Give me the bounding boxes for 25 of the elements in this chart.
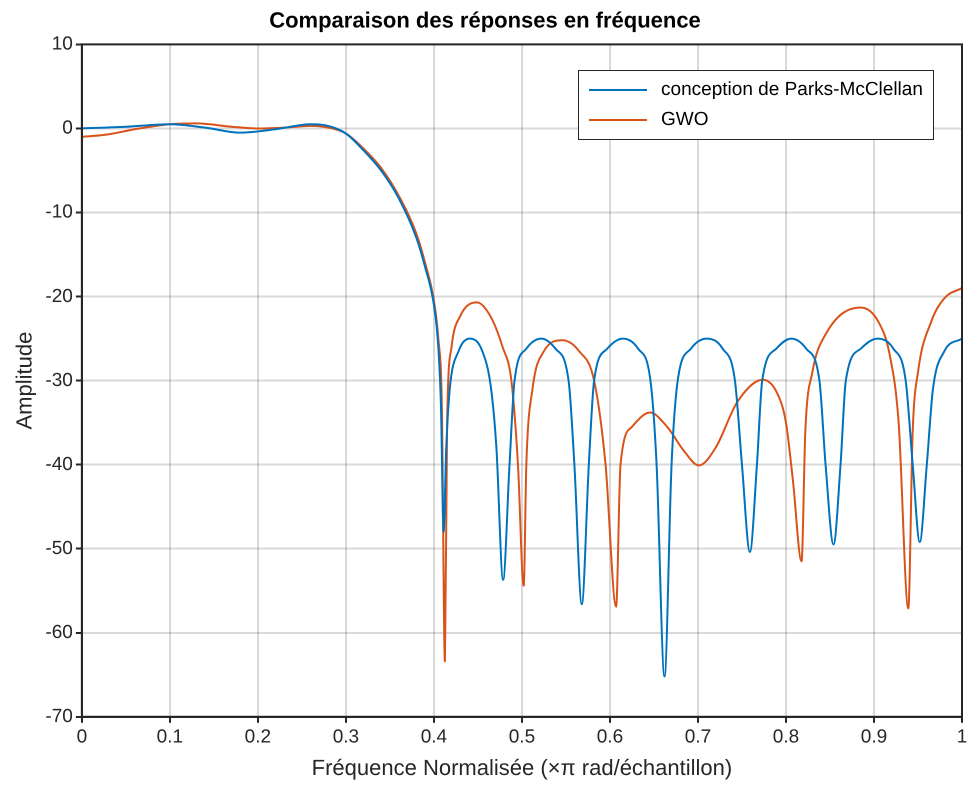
x-tick-label: 0.2 (244, 726, 272, 748)
x-tick-label: 0.1 (156, 726, 184, 748)
x-tick-label: 0 (76, 726, 88, 748)
y-tick-label: 10 (52, 34, 73, 55)
y-tick-label: -50 (45, 538, 73, 559)
x-tick-label: 0.5 (508, 726, 536, 748)
legend-label: GWO (661, 109, 708, 132)
x-tick-label: 0.7 (684, 726, 712, 748)
y-tick-label: -10 (45, 202, 73, 223)
y-axis-title: Amplitude (11, 332, 36, 430)
y-tick-label: -40 (45, 454, 73, 475)
x-tick-label: 0.9 (860, 726, 888, 748)
x-tick-label: 0.8 (772, 726, 800, 748)
x-tick-label: 0.6 (596, 726, 624, 748)
chart-title: Comparaison des réponses en fréquence (269, 7, 701, 32)
y-tick-label: -70 (45, 706, 73, 728)
y-tick-label: -30 (45, 370, 73, 391)
x-tick-label: 0.3 (332, 726, 360, 748)
legend-label: conception de Parks-McClellan (661, 79, 923, 102)
x-axis-title: Fréquence Normalisée (×π rad/échantillon) (312, 754, 732, 780)
y-tick-label: -20 (45, 286, 73, 307)
y-tick-label: -60 (45, 622, 73, 643)
x-tick-label: 1 (956, 726, 968, 748)
x-tick-label: 0.4 (420, 726, 448, 748)
y-tick-label: 0 (62, 118, 73, 139)
